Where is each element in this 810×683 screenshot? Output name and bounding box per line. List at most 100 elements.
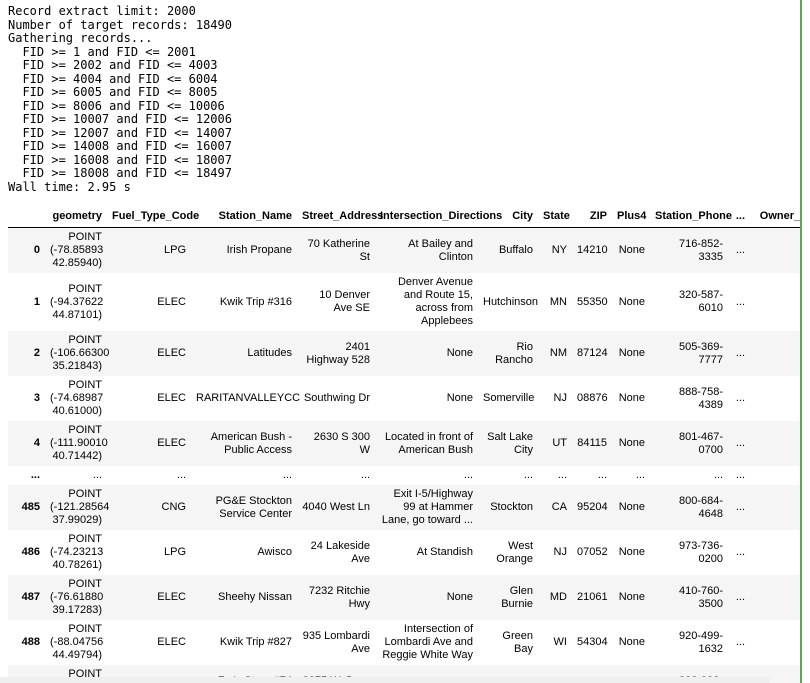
table-cell: 87124 bbox=[577, 347, 608, 359]
table-cell: POINT (-121.28564 37.99029) bbox=[50, 488, 110, 526]
row-index: 3 bbox=[33, 392, 40, 404]
table-cell: ... bbox=[557, 469, 567, 481]
table-row: 1 POINT (-94.37622 44.87101) ELEC Kwik Trip… bbox=[8, 273, 801, 331]
dataframe-header: geometry Fuel_Type_Code Station_Name Street… bbox=[8, 206, 801, 228]
table-row: 3 POINT (-74.68987 40.61000) ELEC RARITANVA… bbox=[8, 376, 801, 421]
dataframe-body: 0 POINT (-78.85893 42.85940) LPG Irish Prop… bbox=[8, 227, 801, 683]
table-row: 485 POINT (-121.28564 37.99029) CNG PG&E St… bbox=[8, 485, 801, 530]
table-cell: PG&E Stockton Service Center bbox=[215, 494, 292, 520]
table-cell: POINT (-106.66300 35.21843) bbox=[50, 334, 110, 372]
table-cell: Intersection of Lombardi Ave and Reggie … bbox=[382, 623, 473, 661]
table-cell: 800-684-4648 bbox=[678, 494, 723, 520]
table-cell: None bbox=[618, 347, 645, 359]
table-cell: 920-499-1632 bbox=[678, 629, 723, 655]
table-cell: 08876 bbox=[577, 392, 608, 404]
table-cell: None bbox=[618, 546, 645, 558]
table-cell: 10 Denver Ave SE bbox=[319, 289, 370, 314]
table-cell: ... bbox=[92, 469, 102, 481]
table-cell: Kwik Trip #827 bbox=[219, 636, 292, 648]
table-cell: POINT (-74.68987 40.61000) bbox=[50, 379, 104, 417]
table-cell: ... bbox=[735, 501, 745, 513]
table-cell: 888-758-4389 bbox=[678, 385, 723, 411]
table-cell: ... bbox=[523, 469, 533, 481]
row-index: 487 bbox=[21, 591, 40, 603]
table-cell: 95204 bbox=[577, 501, 608, 513]
table-cell: LPG bbox=[163, 546, 186, 558]
table-row: 488 POINT (-88.04756 44.49794) ELEC Kwik Tr… bbox=[8, 620, 801, 665]
dataframe-container: geometry Fuel_Type_Code Station_Name Street… bbox=[8, 206, 801, 683]
table-cell: ELEC bbox=[157, 437, 186, 449]
table-cell: ELEC bbox=[157, 347, 186, 359]
table-cell: Sheehy Nissan bbox=[218, 591, 292, 603]
table-cell bbox=[750, 376, 801, 421]
table-cell: Southwing Dr bbox=[303, 392, 370, 404]
table-cell: None bbox=[618, 437, 645, 449]
table-cell: CNG bbox=[161, 501, 186, 513]
table-cell: 54304 bbox=[577, 636, 608, 648]
table-cell: 2630 S 300 W bbox=[313, 430, 370, 456]
table-cell bbox=[750, 530, 801, 575]
table-cell: POINT (-78.85893 42.85940) bbox=[50, 231, 104, 269]
table-cell: ELEC bbox=[157, 636, 186, 648]
table-cell: American Bush - Public Access bbox=[210, 430, 292, 456]
table-cell: 801-467-0700 bbox=[678, 430, 723, 456]
table-cell: POINT (-94.37622 44.87101) bbox=[50, 282, 104, 321]
table-cell: 4040 West Ln bbox=[302, 501, 370, 513]
table-cell: ... bbox=[735, 469, 745, 481]
horizontal-scrollbar[interactable] bbox=[0, 677, 770, 683]
column-header: Owner_Type bbox=[750, 206, 801, 228]
table-cell: Rio Rancho bbox=[495, 340, 533, 366]
table-cell: Exit I-5/Highway 99 at Hammer Lane, go t… bbox=[381, 488, 473, 526]
table-cell: ELEC bbox=[157, 295, 186, 308]
table-cell: Buffalo bbox=[498, 244, 533, 256]
table-cell: WI bbox=[553, 636, 567, 648]
table-row: 0 POINT (-78.85893 42.85940) LPG Irish Prop… bbox=[8, 227, 801, 273]
table-cell: None bbox=[618, 244, 645, 256]
table-row: 487 POINT (-76.61880 39.17283) ELEC Sheehy … bbox=[8, 575, 801, 620]
column-header: ZIP bbox=[572, 206, 612, 228]
table-cell: At Bailey and Clinton bbox=[408, 237, 473, 263]
table-cell: 7232 Ritchie Hwy bbox=[308, 584, 370, 610]
table-row: 4 POINT (-111.90010 40.71442) ELEC American… bbox=[8, 421, 801, 466]
table-cell: ... bbox=[750, 466, 801, 485]
table-cell: Green Bay bbox=[502, 629, 533, 655]
console-output: Record extract limit: 2000 Number of tar… bbox=[8, 4, 232, 194]
table-cell: 935 Lombardi Ave bbox=[302, 629, 370, 655]
column-header: State bbox=[538, 206, 572, 228]
table-cell: Denver Avenue and Route 15, across from … bbox=[397, 276, 473, 327]
column-header: Fuel_Type_Code bbox=[107, 206, 199, 228]
table-cell: ELEC bbox=[157, 591, 186, 603]
table-cell: West Orange bbox=[496, 539, 533, 565]
table-cell: 55350 bbox=[577, 295, 608, 308]
table-cell bbox=[750, 273, 801, 331]
table-cell: ... bbox=[635, 469, 645, 481]
row-index: 2 bbox=[33, 347, 40, 359]
column-header: Station_Name bbox=[191, 206, 297, 228]
table-cell: 505-369-7777 bbox=[678, 340, 723, 366]
table-row: 2 POINT (-106.66300 35.21843) ELEC Latitude… bbox=[8, 331, 801, 376]
column-header: City bbox=[478, 206, 538, 228]
table-row: ....................................... bbox=[8, 466, 801, 485]
table-cell: 07052 bbox=[577, 546, 608, 558]
table-cell: None bbox=[446, 347, 473, 359]
table-cell: 24 Lakeside Ave bbox=[310, 539, 370, 565]
row-index: 488 bbox=[21, 636, 40, 648]
column-header: Street_Address bbox=[297, 206, 383, 228]
row-index: 0 bbox=[33, 244, 40, 256]
table-cell: None bbox=[446, 392, 473, 404]
table-row: 486 POINT (-74.23213 40.78261) LPG Awisco 24… bbox=[8, 530, 801, 575]
table-cell: LPG bbox=[163, 244, 186, 256]
table-cell: 716-852-3335 bbox=[678, 237, 723, 263]
table-cell: Kwik Trip #316 bbox=[219, 295, 292, 308]
table-cell: ... bbox=[735, 546, 745, 558]
table-cell: 14210 bbox=[577, 244, 608, 256]
table-cell: None bbox=[618, 295, 645, 308]
table-cell: None bbox=[618, 501, 645, 513]
table-cell: ELEC bbox=[157, 392, 186, 404]
column-header: Station_Phone bbox=[650, 206, 732, 228]
table-cell: ... bbox=[713, 469, 723, 481]
table-cell: 2401 Highway 528 bbox=[306, 340, 370, 366]
table-cell: Hutchinson bbox=[483, 295, 539, 308]
table-cell: Glen Burnie bbox=[501, 584, 533, 610]
